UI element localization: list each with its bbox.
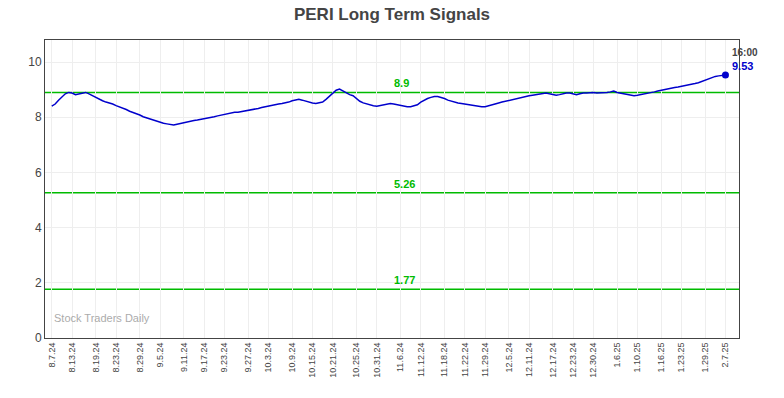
svg-text:12.5.24: 12.5.24 (504, 343, 514, 373)
svg-text:10.15.24: 10.15.24 (307, 343, 317, 378)
svg-text:9.5.24: 9.5.24 (155, 343, 165, 368)
svg-text:11.6.24: 11.6.24 (395, 343, 405, 372)
svg-text:1.16.25: 1.16.25 (656, 343, 666, 373)
svg-text:11.12.24: 11.12.24 (416, 343, 426, 377)
svg-text:10.25.24: 10.25.24 (351, 343, 361, 378)
svg-text:Stock Traders Daily: Stock Traders Daily (54, 312, 150, 324)
svg-text:1.23.25: 1.23.25 (676, 343, 686, 373)
svg-text:1.6.25: 1.6.25 (612, 343, 622, 368)
svg-text:0: 0 (35, 331, 42, 345)
svg-text:PERI Long Term Signals: PERI Long Term Signals (294, 5, 490, 24)
svg-text:10: 10 (28, 55, 42, 69)
svg-text:9.23.24: 9.23.24 (219, 343, 229, 373)
svg-text:2: 2 (35, 276, 42, 290)
svg-text:8.23.24: 8.23.24 (111, 343, 121, 373)
svg-text:4: 4 (35, 221, 42, 235)
svg-text:8.7.24: 8.7.24 (47, 343, 57, 368)
svg-text:8.13.24: 8.13.24 (67, 343, 77, 373)
svg-text:11.18.24: 11.18.24 (439, 343, 449, 377)
svg-text:6: 6 (35, 166, 42, 180)
svg-text:1.10.25: 1.10.25 (632, 343, 642, 373)
svg-text:8.29.24: 8.29.24 (135, 343, 145, 373)
svg-text:11.22.24: 11.22.24 (460, 343, 470, 377)
svg-text:10.3.24: 10.3.24 (263, 343, 273, 373)
svg-text:1.77: 1.77 (394, 274, 415, 286)
svg-text:16:00: 16:00 (732, 47, 758, 58)
svg-text:12.30.24: 12.30.24 (588, 343, 598, 378)
svg-text:2.7.25: 2.7.25 (720, 343, 730, 368)
svg-text:12.23.24: 12.23.24 (568, 343, 578, 378)
svg-text:10.21.24: 10.21.24 (328, 343, 338, 378)
svg-text:8: 8 (35, 110, 42, 124)
svg-text:11.29.24: 11.29.24 (480, 343, 490, 377)
svg-text:8.19.24: 8.19.24 (91, 343, 101, 373)
svg-text:8.9: 8.9 (394, 77, 409, 89)
svg-text:10.9.24: 10.9.24 (287, 343, 297, 373)
svg-text:5.26: 5.26 (394, 178, 415, 190)
svg-text:1.29.25: 1.29.25 (700, 343, 710, 373)
svg-text:12.17.24: 12.17.24 (548, 343, 558, 378)
svg-text:9.11.24: 9.11.24 (179, 343, 189, 372)
svg-text:10.31.24: 10.31.24 (372, 343, 382, 378)
svg-text:12.11.24: 12.11.24 (524, 343, 534, 377)
svg-text:9.27.24: 9.27.24 (243, 343, 253, 373)
svg-text:9.17.24: 9.17.24 (199, 343, 209, 373)
svg-text:9.53: 9.53 (732, 60, 753, 72)
